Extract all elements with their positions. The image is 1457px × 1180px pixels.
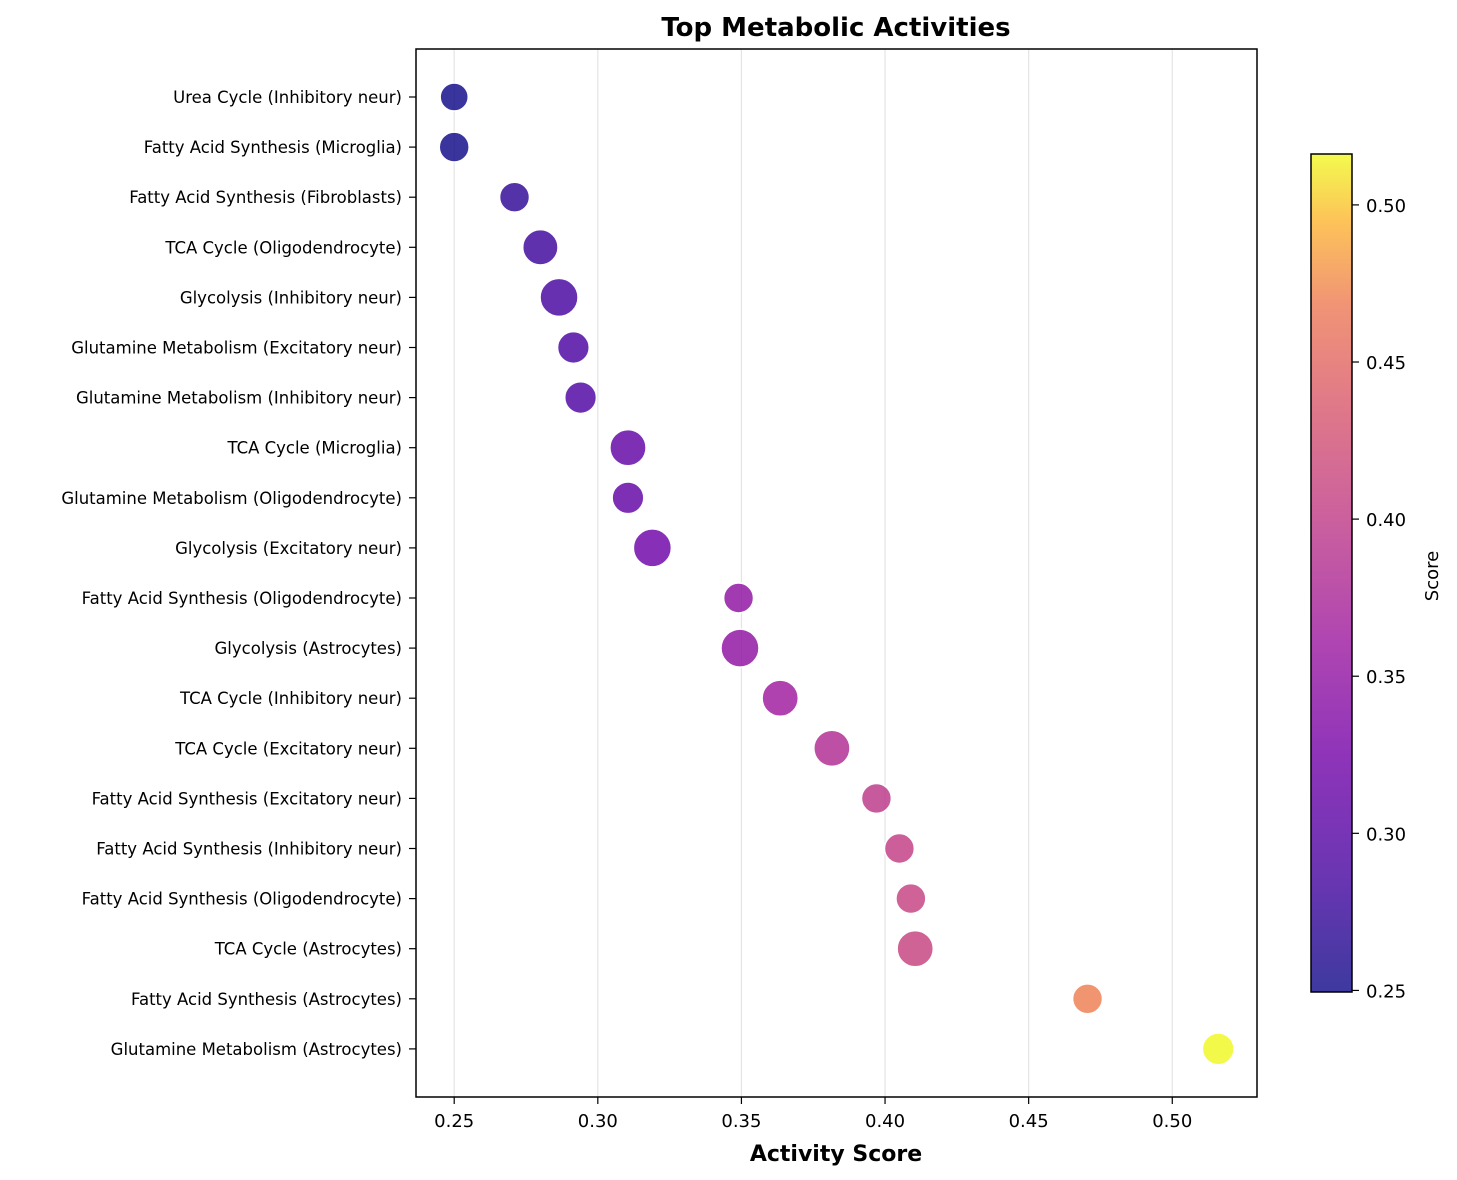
colorbar-tick-label: 0.25	[1366, 981, 1406, 1002]
y-tick-label: Glutamine Metabolism (Inhibitory neur)	[76, 389, 402, 408]
data-point	[563, 381, 598, 415]
x-tick-label: 0.35	[721, 1111, 761, 1132]
data-point	[521, 228, 559, 266]
y-tick-label: TCA Cycle (Oligodendrocyte)	[164, 238, 402, 257]
x-tick-label: 0.40	[865, 1111, 905, 1132]
y-tick-label: Glutamine Metabolism (Excitatory neur)	[71, 339, 402, 358]
y-tick-label: Fatty Acid Synthesis (Microglia)	[144, 138, 402, 157]
data-point	[632, 528, 673, 568]
data-point	[896, 929, 935, 968]
y-tick-label: Fatty Acid Synthesis (Oligodendrocyte)	[82, 589, 402, 608]
y-tick-label: Glycolysis (Excitatory neur)	[175, 539, 402, 558]
data-point	[1201, 1032, 1235, 1066]
x-tick-label: 0.45	[1009, 1111, 1049, 1132]
y-tick-label: TCA Cycle (Excitatory neur)	[174, 739, 402, 758]
colorbar: 0.25 0.30 0.35 0.40 0.45 0.50 Score	[1310, 153, 1443, 1002]
y-tick-label: TCA Cycle (Microglia)	[226, 439, 402, 458]
colorbar-frame	[1310, 153, 1353, 993]
data-point	[813, 729, 851, 768]
y-axis: Urea Cycle (Inhibitory neur) Fatty Acid S…	[61, 88, 416, 1059]
y-tick-label: Glycolysis (Astrocytes)	[215, 639, 402, 658]
data-points	[438, 82, 1235, 1066]
y-tick-label: TCA Cycle (Astrocytes)	[214, 940, 402, 959]
data-point	[1071, 983, 1104, 1015]
data-point	[539, 277, 579, 318]
y-tick-label: Glutamine Metabolism (Oligodendrocyte)	[61, 489, 402, 508]
colorbar-tick-label: 0.30	[1366, 824, 1406, 845]
data-point	[895, 882, 927, 915]
chart-title: Top Metabolic Activities	[661, 13, 1010, 43]
colorbar-tick-label: 0.45	[1366, 353, 1406, 374]
colorbar-tick-label: 0.40	[1366, 510, 1406, 531]
x-gridlines	[453, 49, 1173, 1097]
data-point	[761, 679, 800, 718]
y-tick-label: Fatty Acid Synthesis (Fibroblasts)	[129, 188, 402, 207]
x-tick-label: 0.50	[1152, 1111, 1192, 1132]
colorbar-ticks: 0.25 0.30 0.35 0.40 0.45 0.50	[1352, 196, 1406, 1002]
data-point	[720, 628, 760, 668]
plot-area-frame	[415, 48, 1258, 1098]
data-point	[883, 832, 916, 865]
data-point	[498, 181, 531, 213]
colorbar-label: Score	[1422, 551, 1443, 601]
y-tick-label: Fatty Acid Synthesis (Oligodendrocyte)	[82, 890, 402, 909]
y-tick-label: Fatty Acid Synthesis (Astrocytes)	[131, 990, 402, 1009]
data-point	[609, 428, 647, 467]
x-tick-label: 0.25	[434, 1111, 474, 1132]
data-point	[722, 582, 755, 614]
colorbar-tick-label: 0.50	[1366, 196, 1406, 217]
data-point	[611, 481, 645, 515]
y-tick-label: Glutamine Metabolism (Astrocytes)	[111, 1040, 402, 1059]
data-point	[439, 82, 470, 112]
y-tick-label: Glycolysis (Inhibitory neur)	[180, 288, 402, 307]
x-axis-label: Activity Score	[750, 1142, 922, 1167]
y-tick-label: Fatty Acid Synthesis (Excitatory neur)	[92, 789, 402, 808]
y-tick-label: TCA Cycle (Inhibitory neur)	[179, 689, 402, 708]
y-tick-label: Fatty Acid Synthesis (Inhibitory neur)	[96, 840, 402, 859]
x-axis: 0.25 0.30 0.35 0.40 0.45 0.50	[434, 1097, 1192, 1132]
data-point	[556, 330, 591, 365]
colorbar-tick-label: 0.35	[1366, 667, 1406, 688]
x-tick-label: 0.30	[578, 1111, 618, 1132]
y-tick-label: Urea Cycle (Inhibitory neur)	[173, 88, 402, 107]
colorbar-gradient	[1311, 154, 1352, 992]
data-point	[860, 782, 893, 815]
data-point	[438, 131, 470, 163]
